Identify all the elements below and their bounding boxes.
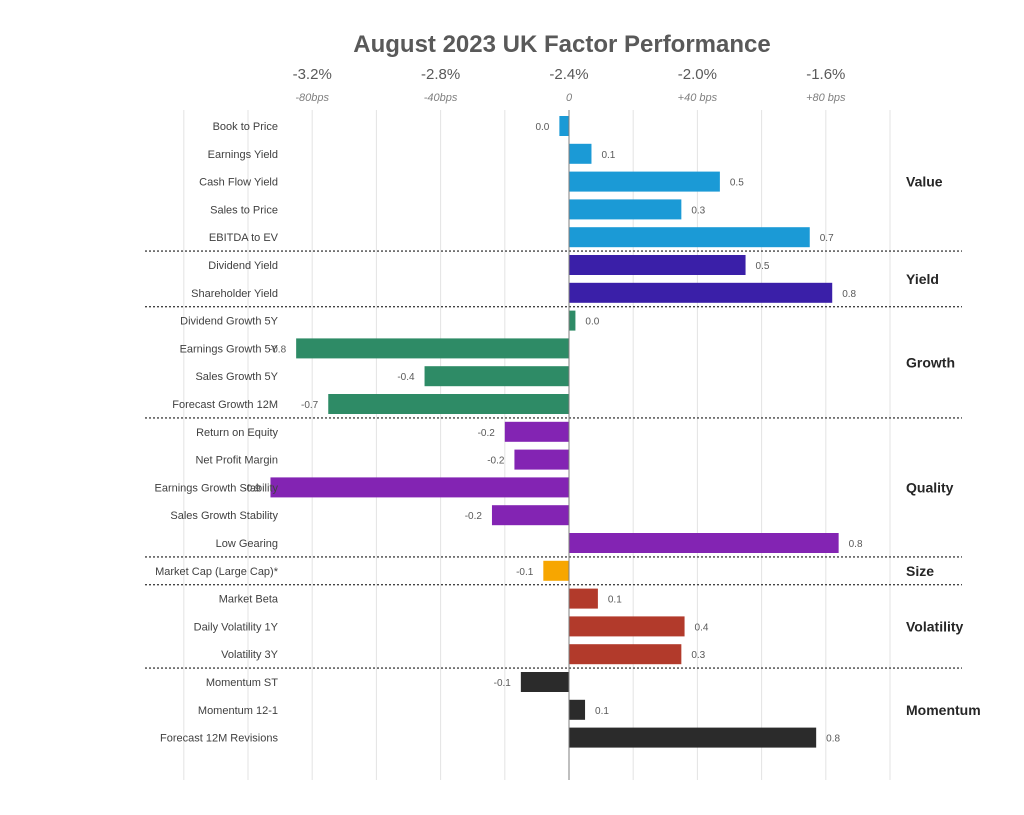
data-label: -0.7: [301, 400, 319, 411]
bar: [569, 310, 576, 331]
data-label: 0.5: [756, 261, 770, 272]
factor-label: Momentum ST: [206, 677, 278, 689]
bar: [569, 227, 810, 248]
factor-label: Book to Price: [213, 121, 278, 133]
data-label: -0.8: [269, 344, 287, 355]
group-label: Quality: [906, 479, 954, 495]
factor-label: Market Cap (Large Cap)*: [155, 566, 279, 578]
bps-tick-label: +80 bps: [806, 92, 846, 104]
factor-label: Forecast Growth 12M: [172, 399, 278, 411]
pct-tick-label: -3.2%: [293, 66, 332, 83]
chart-title: August 2023 UK Factor Performance: [353, 31, 770, 58]
bar: [569, 171, 720, 192]
bps-tick-label: +40 bps: [678, 92, 718, 104]
factor-label: Sales Growth 5Y: [195, 371, 278, 383]
data-label: -0.2: [478, 428, 496, 439]
group-label: Size: [906, 563, 934, 579]
factor-label: Return on Equity: [196, 427, 278, 439]
bar: [569, 727, 817, 748]
data-label: 0.8: [826, 734, 840, 745]
bar: [569, 616, 685, 637]
group-separators: [145, 250, 962, 669]
factor-label: Shareholder Yield: [191, 288, 278, 300]
data-label: -0.2: [465, 511, 483, 522]
bar: [569, 143, 592, 164]
bar: [424, 366, 569, 387]
bar: [569, 699, 586, 720]
data-label: 0.0: [535, 122, 549, 133]
factor-label: Earnings Growth Stability: [155, 482, 279, 494]
group-label: Yield: [906, 271, 939, 287]
pct-tick-label: -2.8%: [421, 66, 460, 83]
factor-label: Sales to Price: [210, 204, 278, 216]
top-axis-ticks: -3.2% -80bps -2.8% -40bps -2.4% 0 -2.0% +40 bps…: [293, 66, 846, 104]
data-label: 0.1: [595, 706, 609, 717]
factor-label: Market Beta: [219, 594, 279, 606]
data-label: 0.5: [730, 178, 744, 189]
factor-label: Daily Volatility 1Y: [194, 621, 279, 633]
data-label: -0.4: [397, 372, 415, 383]
factor-label: Volatility 3Y: [221, 649, 279, 661]
bar: [270, 477, 569, 498]
bps-tick-label: -40bps: [424, 92, 458, 104]
bar: [569, 282, 833, 303]
bar: [569, 199, 682, 220]
bar: [514, 449, 569, 470]
factor-label: Momentum 12-1: [198, 705, 278, 717]
data-label: 0.3: [691, 205, 705, 216]
pct-tick-label: -2.4%: [549, 66, 588, 83]
factor-label: Earnings Growth 5Y: [180, 343, 279, 355]
data-label: -0.1: [516, 567, 534, 578]
row-labels: Book to Price Earnings Yield Cash Flow Yie…: [155, 121, 279, 745]
data-label: 0.8: [842, 289, 856, 300]
bar: [543, 560, 569, 581]
bar: [569, 644, 682, 665]
bar: [569, 533, 839, 553]
group-label: Momentum: [906, 702, 981, 718]
bps-tick-label: -80bps: [295, 92, 329, 104]
factor-label: Net Profit Margin: [195, 455, 278, 467]
group-labels: Value Yield Growth Quality Size Volatility Mom…: [906, 174, 981, 718]
group-label: Volatility: [906, 618, 964, 634]
data-label: 0.1: [601, 150, 615, 161]
bar: [328, 394, 569, 414]
bar: [559, 116, 569, 136]
factor-label: Forecast 12M Revisions: [160, 733, 278, 745]
data-label: -0.9: [243, 483, 261, 494]
data-label: 0.4: [695, 622, 709, 633]
bar: [491, 505, 569, 526]
factor-label: Cash Flow Yield: [199, 177, 278, 189]
data-label: 0.1: [608, 595, 622, 606]
data-label: 0.7: [820, 233, 834, 244]
bar: [569, 255, 746, 275]
bar: [569, 588, 598, 609]
pct-tick-label: -1.6%: [806, 66, 845, 83]
bar: [504, 421, 569, 442]
data-label: 0.8: [849, 539, 863, 550]
factor-label: Dividend Growth 5Y: [180, 316, 278, 328]
bar: [520, 672, 569, 692]
factor-label: Dividend Yield: [208, 260, 278, 272]
bar: [296, 338, 569, 359]
group-label: Growth: [906, 354, 955, 370]
data-label: -0.2: [487, 456, 505, 467]
factor-label: Sales Growth Stability: [170, 510, 278, 522]
group-label: Value: [906, 174, 943, 190]
data-label: -0.1: [494, 678, 512, 689]
factor-label: Low Gearing: [216, 538, 278, 550]
data-label: 0.3: [691, 650, 705, 661]
factor-label: EBITDA to EV: [209, 232, 279, 244]
pct-tick-label: -2.0%: [678, 66, 717, 83]
factor-label: Earnings Yield: [208, 149, 278, 161]
bars: 0.0 0.1 0.5 0.3 0.7 0.5 0.8 0.0 -0.8 -0.4 -0.7 -0.2…: [243, 116, 863, 748]
bps-tick-label: 0: [566, 92, 573, 104]
data-label: 0.0: [585, 317, 599, 328]
